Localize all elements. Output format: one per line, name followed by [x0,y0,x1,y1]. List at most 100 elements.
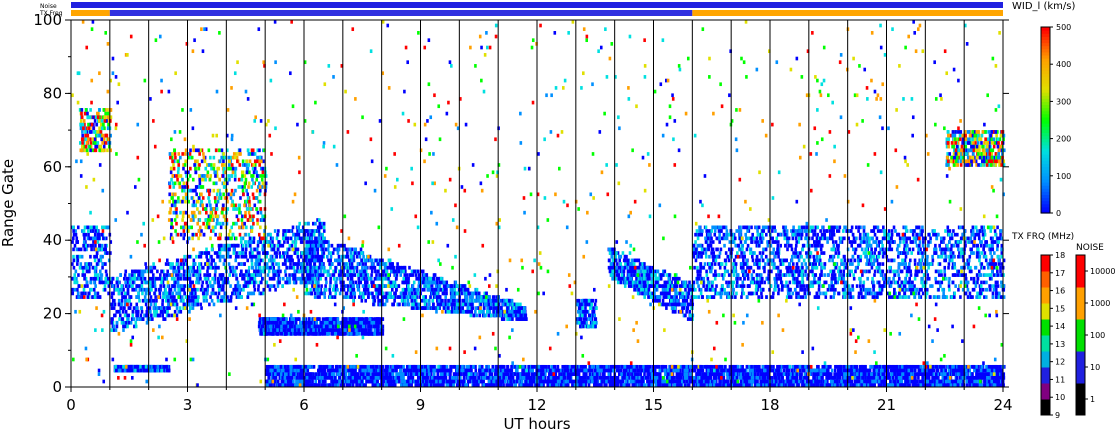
scatter-cell [192,295,196,299]
scatter-cell [312,265,315,270]
scatter-cell [271,324,275,329]
scatter-cell [421,273,425,277]
scatter-cell [313,251,316,255]
scatter-cell [332,276,336,281]
scatter-cell [344,262,348,266]
scatter-cell [234,203,237,208]
scatter-cell [252,152,255,156]
scatter-cell [309,328,312,332]
scatter-cell [72,225,75,230]
scatter-cell [239,287,242,292]
scatter-cell [190,225,193,230]
scatter-cell [458,306,462,310]
scatter-cell [414,298,418,303]
scatter-cell [410,298,414,303]
scatter-cell [199,302,203,307]
scatter-cell [501,317,505,321]
scatter-cell [453,284,457,288]
scatter-cell [218,232,222,237]
scatter-cell [264,328,268,332]
scatter-cell [235,221,238,226]
scatter-cell [75,236,79,241]
scatter-cell [189,298,193,303]
scatter-cell [179,210,182,215]
scatter-cell [276,232,279,237]
scatter-cell [175,221,178,226]
scatter-cell [342,295,345,299]
scatter-cell [144,291,148,296]
scatter-cell [256,251,260,255]
scatter-cell [99,122,103,127]
scatter-cell [92,126,95,131]
scatter-cell [315,320,318,325]
scatter-cell [200,177,204,182]
scatter-cell [112,306,116,310]
scatter-cell [379,291,383,296]
scatter-cell [332,247,336,252]
scatter-cell [159,306,163,310]
scatter-cell [401,265,404,270]
scatter-cell [179,199,183,204]
scatter-cell [170,177,173,182]
scatter-cell [82,232,86,237]
scatter-cell [302,269,305,274]
scatter-cell [182,273,186,277]
scatter-cell [298,236,302,241]
scatter-cell [177,284,181,288]
scatter-cell [351,331,355,336]
scatter-cell [283,258,287,263]
scatter-cell [349,254,353,259]
txfreq-bar-label: TX Freq [39,10,63,17]
scatter-cell [292,328,295,332]
scatter-cell [89,148,92,153]
scatter-cell [103,251,107,255]
scatter-cell [334,287,338,292]
scatter-cell [256,240,260,244]
scatter-cell [212,181,216,186]
scatter-cell [158,313,161,318]
scatter-cell [405,295,408,299]
scatter-cell [86,243,89,248]
scatter-cell [417,306,421,310]
scatter-cell [211,287,215,292]
scatter-cell [100,126,104,131]
scatter-cell [292,232,295,237]
scatter-cell [482,306,486,310]
scatter-cell [208,218,212,222]
scatter-cell [93,141,97,145]
scatter-cell [173,295,176,299]
scatter-cell [336,287,339,292]
scatter-cell [198,269,202,274]
scatter-cell [242,254,246,259]
scatter-cell [253,159,257,164]
scatter-cell [243,203,246,208]
scatter-cell [105,108,109,112]
scatter-cell [250,174,253,178]
scatter-cell [388,295,392,299]
scatter-cell [239,196,242,200]
scatter-cell [223,258,227,263]
scatter-cell [262,317,266,321]
scatter-cell [293,269,297,274]
scatter-cell [246,192,250,197]
scatter-cell [268,240,272,244]
scatter-cell [343,243,346,248]
scatter-cell [313,291,317,296]
scatter-cell [107,284,111,288]
scatter-cell [454,291,457,296]
scatter-cell [486,306,489,310]
scatter-cell [324,287,328,292]
scatter-cell [482,309,485,314]
scatter-cell [272,273,276,277]
scatter-cell [100,119,104,123]
scatter-cell [232,291,236,296]
scatter-cell [301,317,305,321]
scatter-cell [219,192,222,197]
scatter-cell [305,243,308,248]
scatter-cell [305,240,308,244]
scatter-cell [364,273,368,277]
scatter-cell [251,218,254,222]
scatter-cell [95,262,99,266]
scatter-cell [115,324,119,329]
scatter-cell [425,298,428,303]
